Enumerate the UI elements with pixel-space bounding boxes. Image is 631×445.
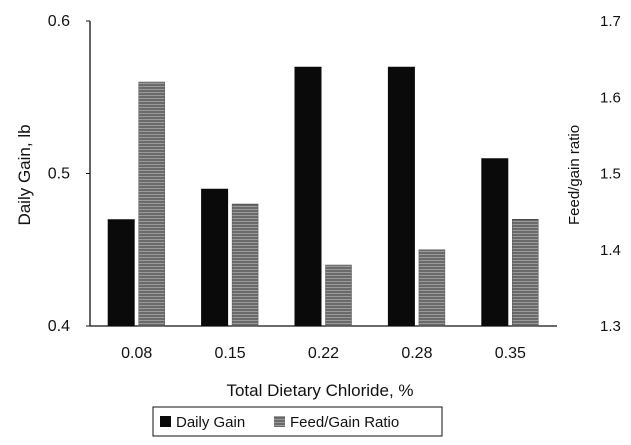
bar-daily-gain (107, 219, 135, 326)
legend-swatch-feed-gain-ratio (274, 416, 285, 427)
y-axis-label: Daily Gain, lb (15, 124, 34, 225)
y-tick-label: 0.4 (48, 318, 70, 335)
legend-box (152, 406, 443, 437)
bars (107, 66, 539, 327)
y2-tick-label: 1.3 (600, 318, 621, 335)
bar-feed-gain-ratio (231, 203, 259, 327)
y2-tick-label: 1.5 (600, 166, 621, 183)
bar-feed-gain-ratio (138, 81, 165, 327)
bar-feed-gain-ratio (325, 264, 352, 327)
x-tick-label: 0.08 (121, 345, 152, 362)
x-tick-label: 0.22 (308, 345, 339, 362)
x-axis-label: Total Dietary Chloride, % (226, 381, 413, 400)
x-tick-label: 0.28 (401, 345, 432, 362)
tick-labels: 0.4 0.5 0.6 1.3 1.4 1.5 1.6 1.7 0.08 0.15 0.22 0.28… (48, 13, 621, 362)
bar-daily-gain (481, 158, 509, 326)
bar-feed-gain-ratio (512, 219, 539, 327)
legend-swatch-daily-gain (160, 416, 171, 427)
bar-feed-gain-ratio (418, 249, 446, 327)
y2-tick-label: 1.6 (600, 89, 621, 106)
y-tick-label: 0.6 (48, 13, 70, 30)
legend-label-daily-gain: Daily Gain (176, 414, 245, 431)
y2-tick-label: 1.7 (600, 13, 621, 30)
legend-label-feed-gain-ratio: Feed/Gain Ratio (290, 414, 399, 431)
legend: Daily Gain Feed/Gain Ratio (152, 406, 443, 437)
axes (86, 20, 557, 327)
bar-daily-gain (387, 66, 415, 326)
x-tick-label: 0.35 (495, 345, 526, 362)
y2-tick-label: 1.4 (600, 242, 621, 259)
y-tick-label: 0.5 (48, 166, 70, 183)
bar-daily-gain (201, 188, 229, 326)
y2-axis-label: Feed/gain ratio (566, 125, 583, 225)
bar-daily-gain (294, 66, 322, 326)
x-tick-label: 0.15 (215, 345, 246, 362)
